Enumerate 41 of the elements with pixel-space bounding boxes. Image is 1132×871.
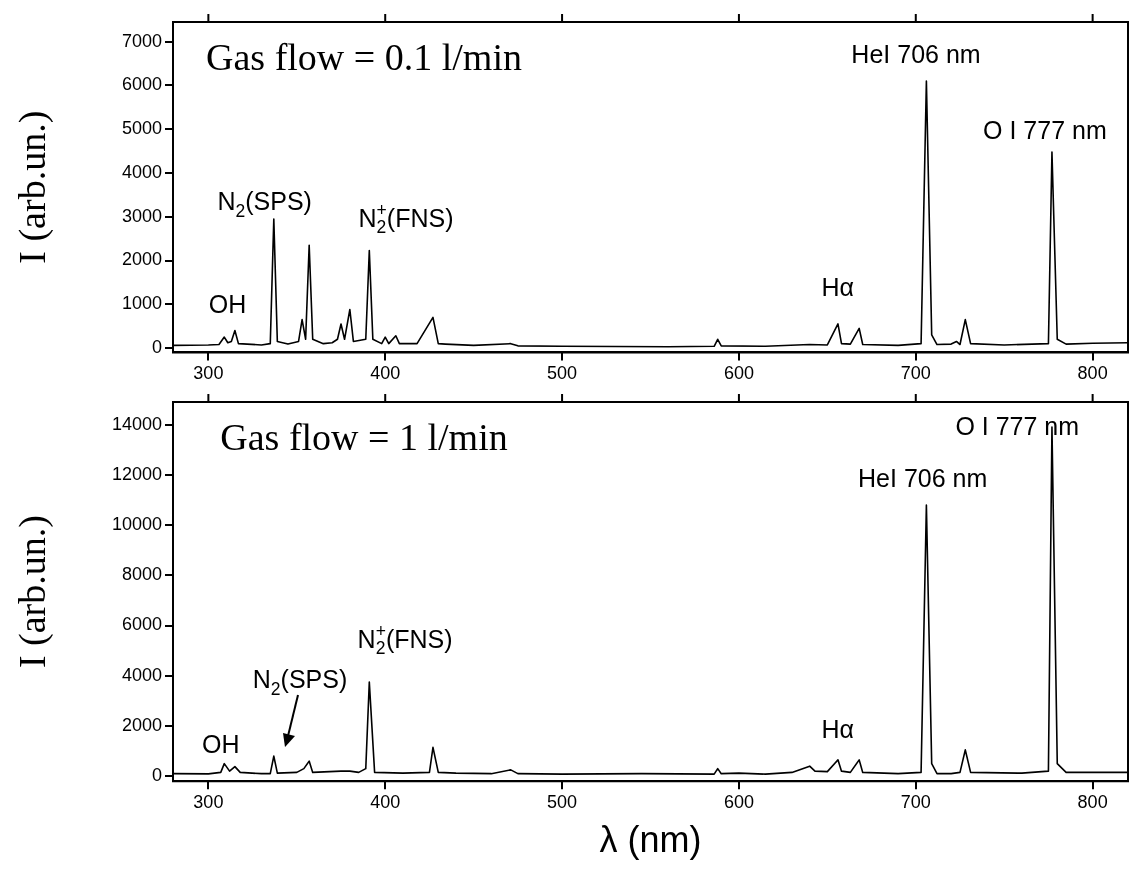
y-tick-label: 7000	[121, 30, 162, 51]
annotation: OH	[202, 730, 240, 759]
y-tick-label: 1000	[121, 293, 162, 314]
y-tick-label: 12000	[111, 463, 162, 484]
y-tick-label: 14000	[111, 413, 162, 434]
x-tick-label: 700	[900, 791, 931, 812]
y-tick-label: 4000	[121, 664, 162, 685]
annotation: Hα	[821, 272, 854, 301]
y-axis-title: I (arb.un.)	[10, 110, 54, 264]
y-tick-label: 6000	[121, 614, 162, 635]
chart-title: Gas flow = 0.1 l/min	[206, 36, 522, 78]
y-tick-label: 8000	[121, 564, 162, 585]
annotation: O I 777 nm	[955, 411, 1080, 440]
x-tick-label: 500	[547, 363, 578, 384]
x-tick-label: 400	[370, 363, 401, 384]
x-tick-label: 600	[723, 363, 754, 384]
x-axis-title: λ (nm)	[599, 819, 702, 861]
x-tick-label: 800	[1077, 791, 1108, 812]
annotation: OH	[208, 290, 247, 319]
x-tick-label: 700	[900, 363, 931, 384]
x-tick-label: 300	[193, 791, 224, 812]
x-tick-label: 300	[193, 363, 224, 384]
y-tick-label: 0	[151, 336, 162, 357]
x-tick-label: 400	[370, 791, 401, 812]
y-tick-label: 3000	[121, 205, 162, 226]
y-tick-label: 2000	[121, 714, 162, 735]
annotation: HeI 706 nm	[851, 39, 981, 68]
x-tick-label: 800	[1077, 363, 1108, 384]
annotation: Hα	[821, 715, 854, 744]
annotation: HeI 706 nm	[858, 464, 988, 493]
annotation: O I 777 nm	[983, 115, 1107, 144]
y-tick-label: 4000	[121, 161, 162, 182]
y-tick-label: 6000	[121, 74, 162, 95]
chart-title: Gas flow = 1 l/min	[220, 416, 508, 458]
x-tick-label: 500	[547, 791, 578, 812]
y-axis-title: I (arb.un.)	[10, 515, 54, 669]
y-tick-label: 10000	[111, 514, 162, 535]
y-tick-label: 5000	[121, 118, 162, 139]
y-tick-label: 0	[151, 765, 162, 786]
y-tick-label: 2000	[121, 249, 162, 270]
x-tick-label: 600	[723, 791, 754, 812]
